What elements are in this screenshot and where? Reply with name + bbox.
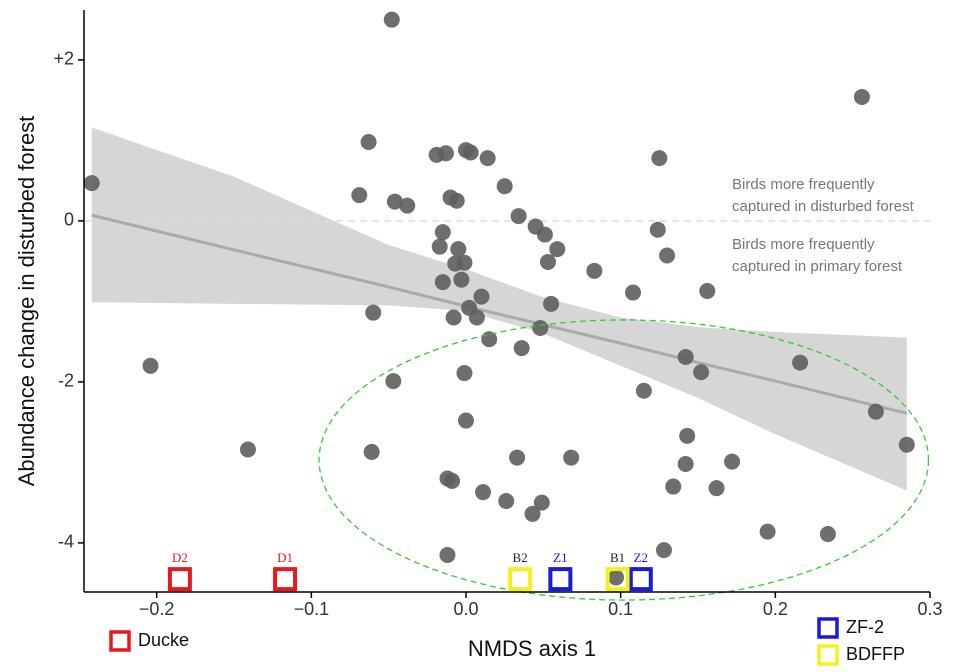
legend-label: BDFFP	[846, 644, 905, 664]
data-point	[563, 450, 579, 466]
data-point	[143, 358, 159, 374]
data-point	[650, 222, 666, 238]
data-point	[361, 134, 377, 150]
site-label: D2	[172, 550, 188, 565]
legend-label: Ducke	[138, 630, 189, 650]
data-point	[364, 444, 380, 460]
data-point	[435, 224, 451, 240]
data-point	[453, 272, 469, 288]
data-point	[439, 547, 455, 563]
y-tick-label: +2	[53, 49, 74, 69]
data-point	[498, 493, 514, 509]
data-point	[514, 340, 530, 356]
data-point	[625, 285, 641, 301]
y-tick-label: -2	[58, 371, 74, 391]
data-point	[854, 89, 870, 105]
data-point	[456, 255, 472, 271]
site-marker	[170, 569, 190, 589]
x-tick-label: 0.3	[917, 599, 942, 619]
data-point	[458, 413, 474, 429]
data-point	[385, 373, 401, 389]
site-marker	[510, 569, 530, 589]
data-point	[549, 241, 565, 257]
data-point	[469, 310, 485, 326]
data-point	[540, 254, 556, 270]
data-point	[820, 526, 836, 542]
legend-swatch	[111, 632, 129, 650]
data-point	[665, 479, 681, 495]
data-point	[656, 542, 672, 558]
data-point	[449, 193, 465, 209]
data-point	[384, 12, 400, 28]
data-point	[438, 145, 454, 161]
site-label: D1	[277, 550, 293, 565]
data-point	[444, 473, 460, 489]
legend-swatch	[819, 619, 837, 637]
data-point	[84, 175, 100, 191]
y-tick-label: 0	[64, 210, 74, 230]
data-point	[586, 263, 602, 279]
data-point	[537, 227, 553, 243]
x-tick-label: −0.2	[139, 599, 175, 619]
data-point	[480, 150, 496, 166]
data-point	[351, 187, 367, 203]
data-point	[365, 305, 381, 321]
site-label: B1	[610, 550, 625, 565]
x-tick-label: 0.2	[763, 599, 788, 619]
data-point	[693, 364, 709, 380]
data-point	[678, 349, 694, 365]
legend-label: ZF-2	[846, 617, 884, 637]
data-point	[636, 383, 652, 399]
chart: NMDS axis 1 Abundance change in disturbe…	[0, 0, 959, 667]
data-point	[509, 450, 525, 466]
site-marker	[550, 569, 570, 589]
annotation: Birds more frequently	[732, 236, 875, 253]
site-label: Z2	[634, 550, 648, 565]
data-point	[456, 365, 472, 381]
annotation: captured in primary forest	[732, 258, 903, 275]
x-tick-label: −0.1	[294, 599, 330, 619]
data-point	[678, 456, 694, 472]
site-marker	[631, 569, 651, 589]
legend-swatch	[819, 646, 837, 664]
data-point	[868, 404, 884, 420]
y-axis-label: Abundance change in disturbed forest	[14, 116, 39, 487]
data-point	[699, 283, 715, 299]
annotation: captured in disturbed forest	[732, 198, 915, 215]
data-point	[899, 437, 915, 453]
site-label: B2	[513, 550, 528, 565]
x-tick-label: 0.0	[453, 599, 478, 619]
data-point	[525, 506, 541, 522]
data-point	[446, 310, 462, 326]
data-point	[792, 355, 808, 371]
data-point	[724, 454, 740, 470]
x-tick-label: 0.1	[608, 599, 633, 619]
site-marker	[275, 569, 295, 589]
data-point	[240, 442, 256, 458]
data-point	[432, 239, 448, 255]
data-point	[450, 241, 466, 257]
data-point	[679, 428, 695, 444]
annotation: Birds more frequently	[732, 176, 875, 193]
data-point	[463, 144, 479, 160]
data-point	[760, 524, 776, 540]
data-point	[651, 150, 667, 166]
data-point	[659, 248, 675, 264]
data-point	[475, 484, 491, 500]
site-label: Z1	[553, 550, 567, 565]
data-point	[511, 208, 527, 224]
data-point	[608, 570, 624, 586]
data-point	[497, 178, 513, 194]
x-axis-label: NMDS axis 1	[468, 636, 596, 661]
data-point	[532, 320, 548, 336]
data-point	[473, 289, 489, 305]
data-point	[435, 274, 451, 290]
page: NMDS axis 1 Abundance change in disturbe…	[0, 0, 959, 672]
y-tick-label: -4	[58, 532, 74, 552]
data-point	[399, 198, 415, 214]
data-point	[709, 480, 725, 496]
data-point	[543, 296, 559, 312]
